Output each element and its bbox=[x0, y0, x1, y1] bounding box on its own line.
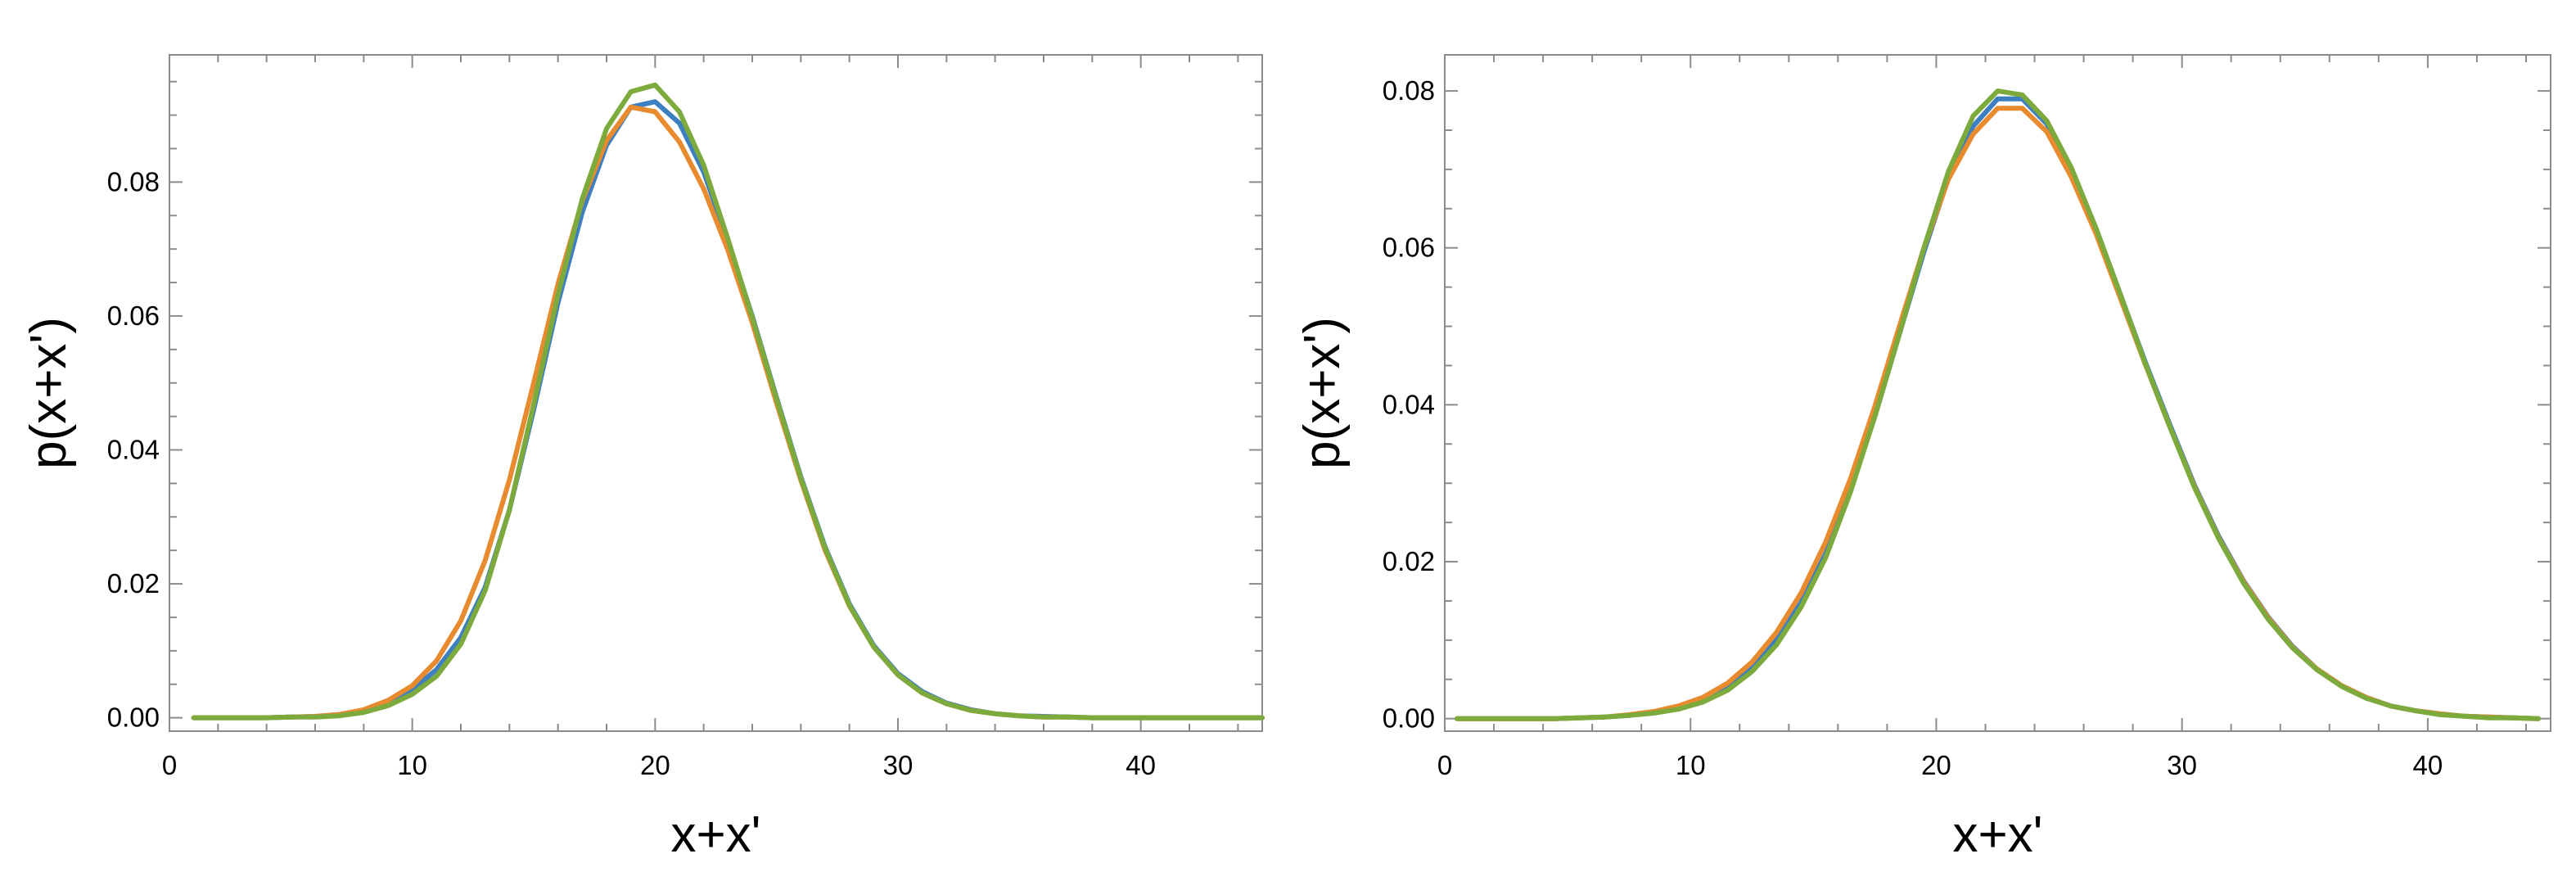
chart-panel-right: 0 10 20 30 40 0.00 0.02 0.04 0.06 0.08 x+x' p(x+x') bbox=[1288, 0, 2575, 890]
x-tick-label: 40 bbox=[1126, 750, 1156, 780]
plot-frame bbox=[169, 54, 1263, 732]
y-tick-label: 0.02 bbox=[1383, 546, 1435, 576]
series-line-2 bbox=[191, 104, 1265, 721]
x-axis-label: x+x' bbox=[1952, 806, 2042, 863]
x-tick-label: 0 bbox=[1437, 750, 1452, 780]
x-axis-label: x+x' bbox=[670, 806, 760, 863]
series-line-1 bbox=[191, 99, 1265, 721]
y-tick-label: 0.06 bbox=[107, 300, 160, 331]
y-tick-label: 0.08 bbox=[107, 166, 160, 197]
chart-left: 0 10 20 30 40 0.00 0.02 0.04 0.06 0.08 x+x' p(x+x') bbox=[20, 54, 1265, 863]
chart-right: 0 10 20 30 40 0.00 0.02 0.04 0.06 0.08 x+x' p(x+x') bbox=[1294, 54, 2551, 863]
x-tick-label: 40 bbox=[2413, 750, 2443, 780]
series-line-2 bbox=[1455, 106, 2541, 721]
chart-panel-left: 0 10 20 30 40 0.00 0.02 0.04 0.06 0.08 x+x' p(x+x') bbox=[20, 54, 1265, 863]
x-tick-label: 20 bbox=[1921, 750, 1951, 780]
y-tick-label: 0.02 bbox=[107, 568, 160, 599]
series-line-3 bbox=[1455, 88, 2541, 721]
y-tick-label: 0.08 bbox=[1383, 75, 1435, 106]
x-tick-label: 20 bbox=[640, 750, 670, 780]
y-tick-label: 0.00 bbox=[1383, 703, 1435, 734]
y-tick-label: 0.00 bbox=[107, 703, 160, 733]
x-tick-label: 10 bbox=[397, 750, 427, 780]
y-tick-label: 0.04 bbox=[107, 435, 160, 465]
x-tick-label: 10 bbox=[1676, 750, 1706, 780]
x-tick-label: 30 bbox=[883, 750, 914, 780]
y-axis-label: p(x+x') bbox=[20, 317, 77, 469]
x-tick-label: 0 bbox=[162, 750, 177, 780]
y-tick-label: 0.06 bbox=[1383, 233, 1435, 263]
series-line-3 bbox=[191, 82, 1265, 721]
series-line-1 bbox=[1455, 96, 2541, 721]
y-axis-label: p(x+x') bbox=[1294, 317, 1351, 469]
y-tick-label: 0.04 bbox=[1383, 389, 1435, 419]
x-tick-label: 30 bbox=[2167, 750, 2197, 780]
plot-frame bbox=[1444, 54, 2551, 732]
